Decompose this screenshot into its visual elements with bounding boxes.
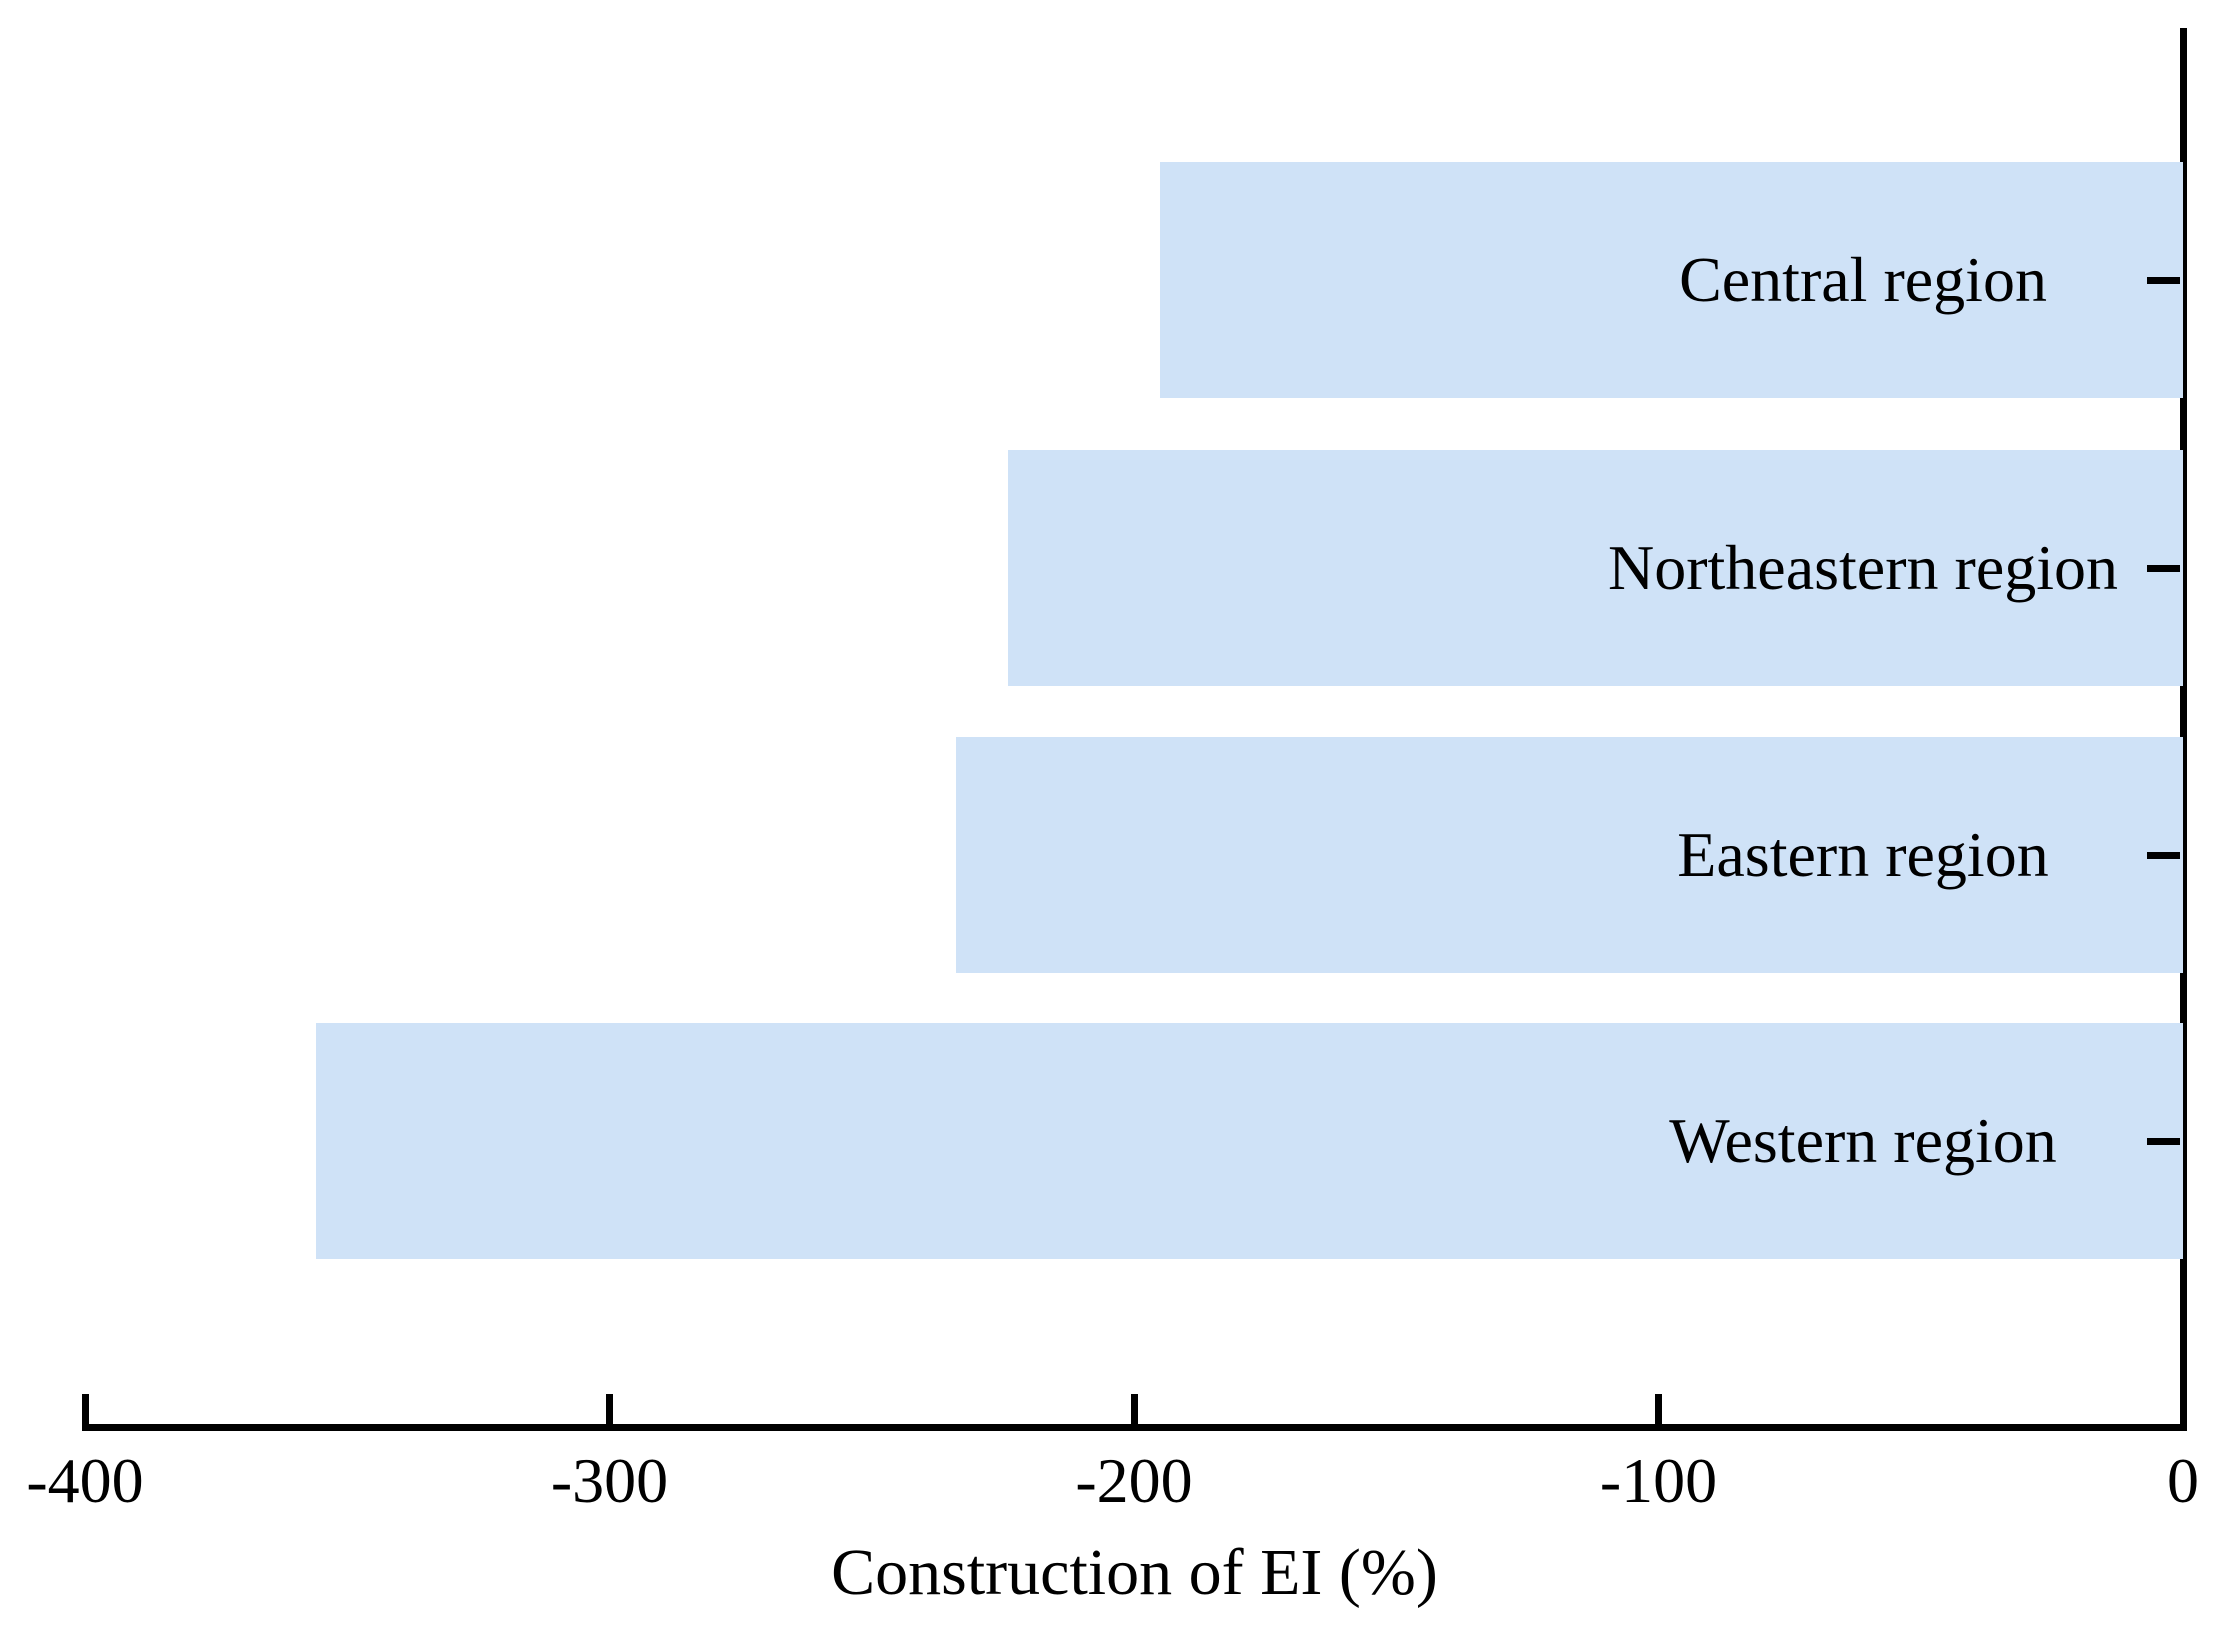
y-axis-line: [2180, 28, 2187, 1431]
x-axis-line: [82, 1424, 2187, 1431]
bar-central-region: [1160, 162, 2183, 398]
category-label-western-region: Western region: [1669, 1105, 2057, 1176]
y-tick-central-region: [2147, 276, 2180, 284]
category-label-northeastern-region: Northeastern region: [1607, 532, 2119, 603]
x-tick--100: [1655, 1394, 1662, 1424]
y-tick-western-region: [2147, 1137, 2180, 1145]
x-tick-label--100: -100: [1599, 1445, 1718, 1516]
x-tick-label--300: -300: [550, 1445, 669, 1516]
x-tick-label--400: -400: [26, 1445, 144, 1516]
bar-northeastern-region: [1008, 450, 2183, 686]
y-tick-northeastern-region: [2147, 564, 2180, 572]
category-label-eastern-region: Eastern region: [1677, 819, 2049, 890]
x-axis-title: Construction of EI (%): [831, 1536, 1438, 1609]
y-tick-eastern-region: [2147, 851, 2180, 859]
bar-western-region: [315, 1023, 2183, 1259]
bar-eastern-region: [955, 737, 2183, 973]
x-tick-label-0: 0: [2167, 1445, 2199, 1516]
x-tick--400: [81, 1394, 89, 1424]
category-label-central-region: Central region: [1679, 244, 2047, 315]
x-tick--200: [1130, 1394, 1138, 1424]
x-tick--300: [606, 1394, 613, 1424]
x-tick-label--200: -200: [1075, 1445, 1193, 1516]
